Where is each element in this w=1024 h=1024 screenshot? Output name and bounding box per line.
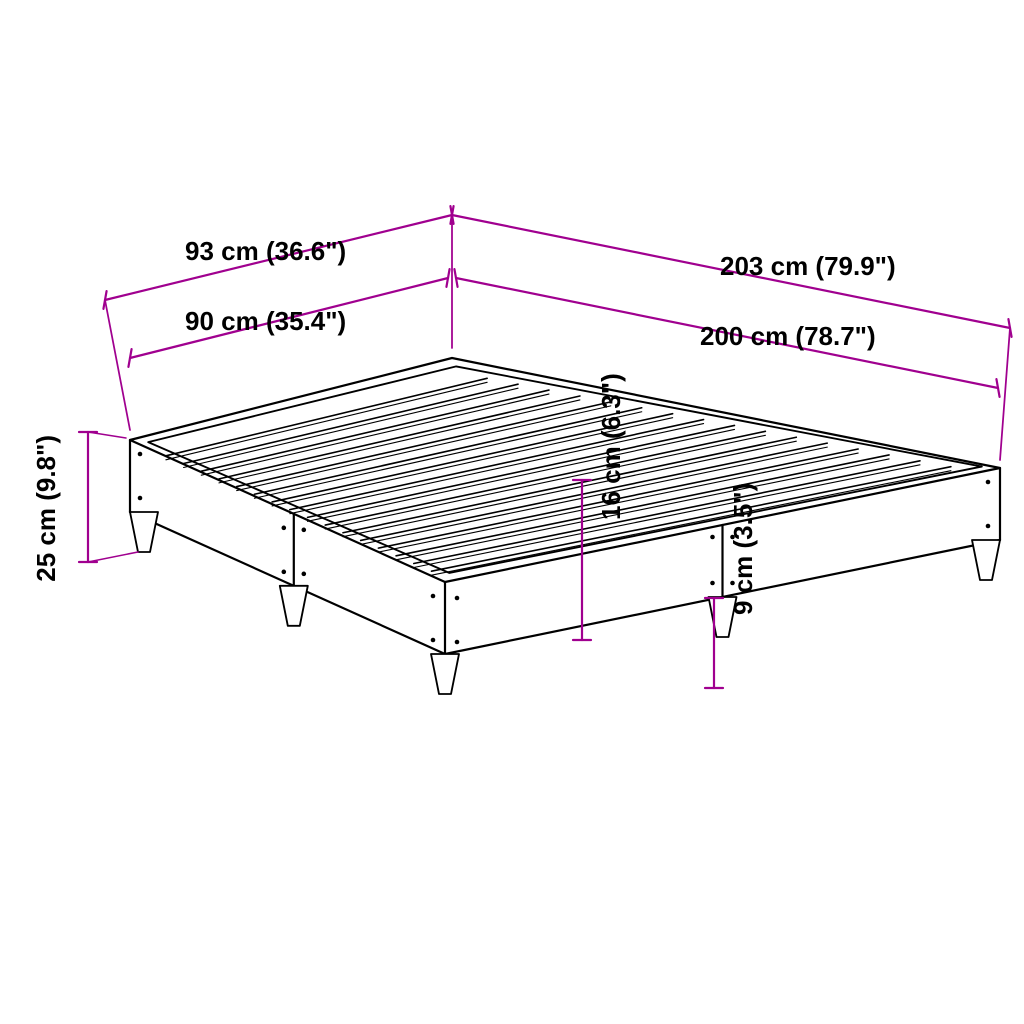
label-length-outer: 203 cm (79.9") — [720, 251, 896, 281]
label-height-frame: 16 cm (6.3") — [596, 373, 626, 520]
label-height-total: 25 cm (9.8") — [31, 435, 61, 582]
label-height-leg: 9 cm (3.5") — [728, 483, 758, 615]
bed-frame-dimension-diagram: 93 cm (36.6") 90 cm (35.4") 203 cm (79.9")… — [0, 0, 1024, 1024]
label-width-inner: 90 cm (35.4") — [185, 306, 346, 336]
label-length-inner: 200 cm (78.7") — [700, 321, 876, 351]
label-width-outer: 93 cm (36.6") — [185, 236, 346, 266]
